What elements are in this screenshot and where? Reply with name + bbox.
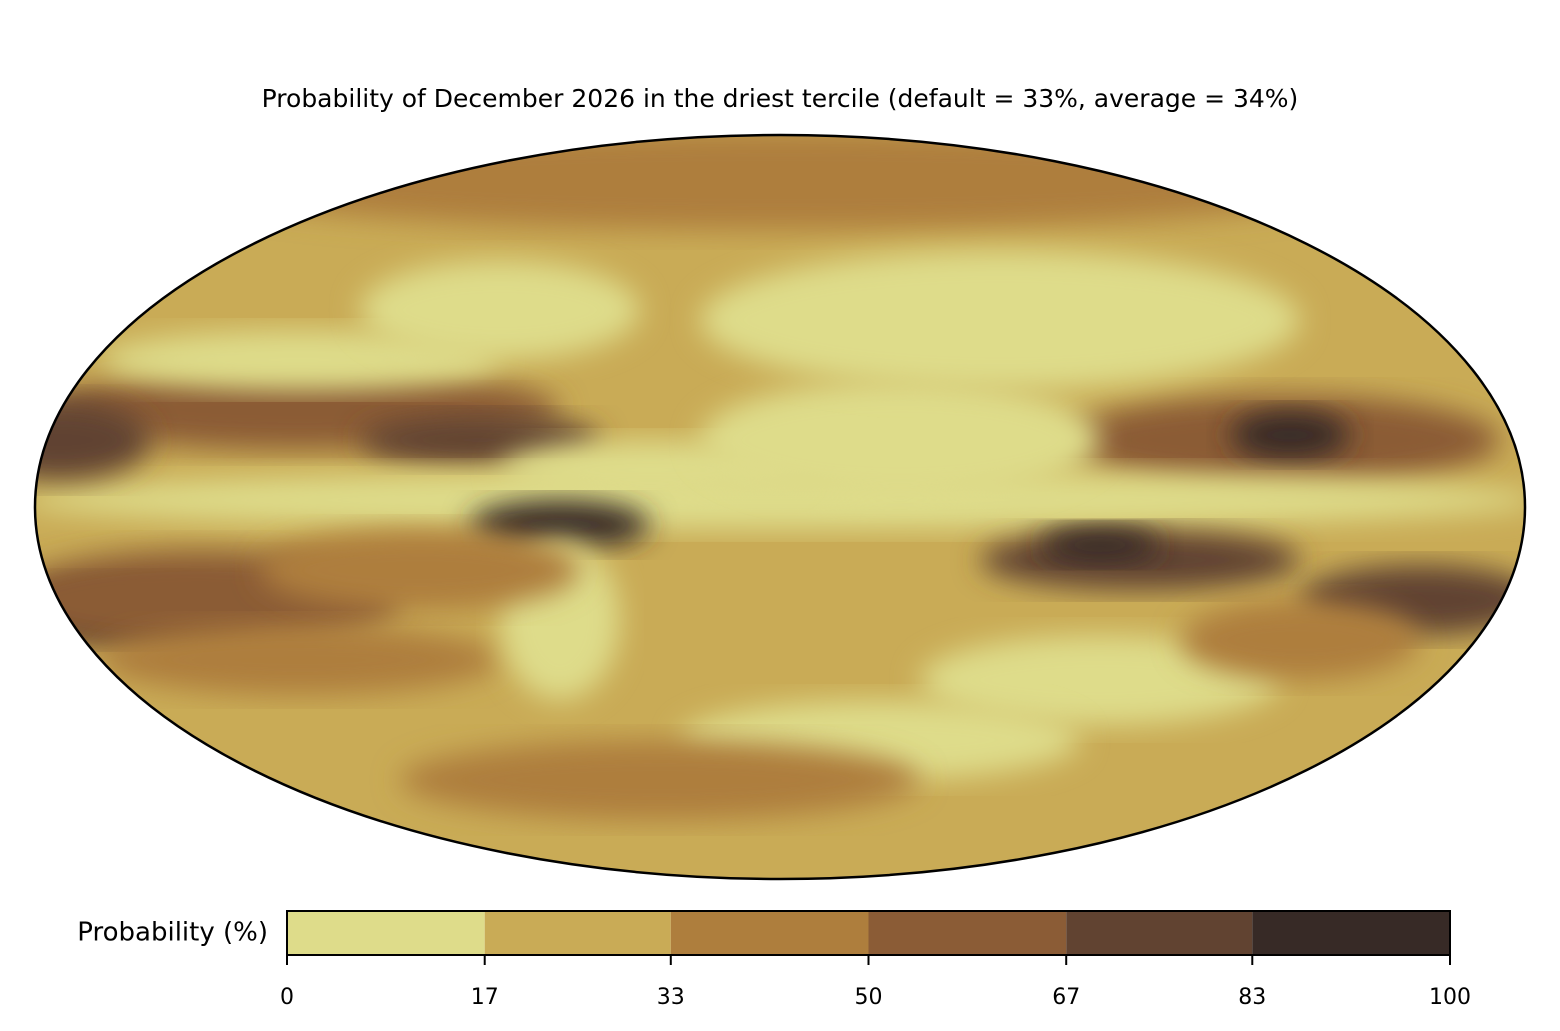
colorbar-tick-label: 100	[1429, 985, 1471, 1010]
field-blob	[1040, 527, 1160, 563]
field-blob	[180, 135, 1380, 230]
colorbar-tick-label: 0	[280, 985, 294, 1010]
field-blob	[1230, 410, 1350, 460]
colorbar-tick-label: 50	[855, 985, 883, 1010]
colorbar-tick-label: 17	[471, 985, 499, 1010]
field-blob	[360, 260, 640, 360]
field-blob	[700, 380, 1100, 500]
colorbar-label: Probability (%)	[77, 918, 268, 948]
field-blob	[35, 470, 1525, 530]
field-blob	[1180, 600, 1420, 680]
map-field	[35, 135, 1525, 879]
field-blob	[470, 500, 650, 550]
colorbar-segment	[868, 911, 1067, 955]
colorbar-segment	[1252, 911, 1450, 955]
colorbar-segment	[1066, 911, 1253, 955]
field-blob	[920, 635, 1280, 725]
field-blob	[100, 625, 500, 695]
colorbar-tick-label: 67	[1052, 985, 1080, 1010]
map-border	[33, 133, 1527, 881]
field-blob	[400, 740, 920, 820]
field-blob	[260, 530, 580, 610]
map-title: Probability of December 2026 in the drie…	[262, 84, 1299, 113]
field-blob	[700, 250, 1300, 390]
field-blob	[35, 400, 150, 480]
colorbar-segment	[484, 911, 671, 955]
colorbar-tick-label: 33	[657, 985, 685, 1010]
colorbar: 0 17 33 50 67 83 100	[280, 910, 1471, 1010]
field-blob	[100, 330, 500, 390]
colorbar-segment	[670, 911, 869, 955]
colorbar-segment	[287, 911, 485, 955]
colorbar-tick-label: 83	[1238, 985, 1266, 1010]
